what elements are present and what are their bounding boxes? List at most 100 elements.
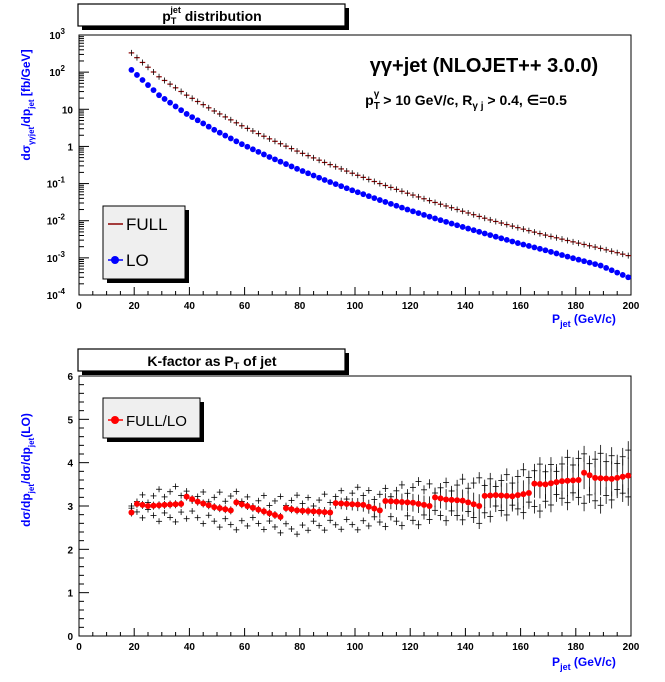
lo-data-point bbox=[503, 236, 510, 243]
ratio-data-point bbox=[608, 475, 615, 482]
lo-data-point bbox=[349, 187, 356, 194]
lo-data-point bbox=[514, 240, 521, 246]
lo-data-point bbox=[426, 213, 433, 220]
bottom-x-tick-label: 180 bbox=[567, 642, 584, 653]
bottom-y-tick-label: 6 bbox=[67, 372, 73, 383]
ratio-data-point bbox=[299, 507, 306, 514]
ratio-data-point bbox=[454, 497, 461, 504]
ratio-data-point bbox=[421, 501, 427, 508]
lo-data-point bbox=[592, 261, 599, 267]
lo-data-point bbox=[443, 218, 449, 225]
ratio-data-point bbox=[614, 474, 621, 481]
lo-data-point bbox=[128, 66, 135, 73]
top-panel: pTjet distribution 0 20 40 60 80 100 120 140 160… bbox=[19, 3, 640, 329]
bottom-x-tick-label: 140 bbox=[457, 642, 474, 653]
top-y-tick-label: 10 bbox=[62, 105, 74, 116]
lo-data-point bbox=[167, 99, 173, 106]
ratio-data-point bbox=[553, 479, 560, 486]
ratio-data-point bbox=[547, 480, 554, 487]
lo-data-point bbox=[360, 191, 367, 198]
lo-data-point bbox=[448, 220, 455, 227]
top-y-tick-label: 10-3 bbox=[47, 250, 66, 265]
top-cuts-label: pTγ > 10 GeV/c, Rγ j > 0.4, ∈=0.5 bbox=[365, 89, 567, 112]
ratio-data-point bbox=[305, 508, 312, 515]
lo-data-point bbox=[139, 77, 146, 83]
top-x-tick-label: 180 bbox=[567, 301, 584, 312]
lo-data-point bbox=[564, 253, 571, 260]
ratio-data-point bbox=[387, 498, 394, 505]
ratio-data-point bbox=[531, 480, 538, 487]
lo-data-point bbox=[183, 111, 190, 117]
ratio-data-point bbox=[371, 505, 378, 512]
bottom-legend-box bbox=[102, 397, 201, 439]
top-title-box bbox=[77, 3, 346, 27]
top-y-axis-label: dσγγjet/dpjet [fb/GeV] bbox=[19, 49, 36, 160]
ratio-data-point bbox=[338, 500, 345, 507]
ratio-data-point bbox=[393, 498, 400, 505]
lo-data-point bbox=[338, 183, 345, 190]
bottom-y-tick-label: 0 bbox=[67, 632, 73, 643]
bottom-x-tick-label: 160 bbox=[512, 642, 529, 653]
ratio-data-point bbox=[492, 492, 499, 499]
lo-data-point bbox=[421, 211, 427, 218]
lo-data-point bbox=[509, 238, 516, 245]
lo-data-point bbox=[200, 120, 207, 127]
ratio-data-point bbox=[619, 473, 626, 480]
ratio-data-point bbox=[211, 504, 218, 511]
ratio-data-point bbox=[321, 509, 328, 516]
lo-data-point bbox=[189, 114, 196, 121]
top-legend: FULL LO bbox=[102, 205, 189, 283]
bottom-y-axis-label: dσ/dpjet/dσ/dpjet(LO) bbox=[19, 413, 36, 527]
ratio-data-point bbox=[227, 507, 234, 514]
bottom-x-tick-label: 120 bbox=[402, 642, 419, 653]
ratio-data-point bbox=[133, 500, 140, 507]
ratio-data-point bbox=[161, 501, 168, 508]
lo-data-point bbox=[525, 243, 532, 249]
ratio-data-point bbox=[365, 503, 372, 510]
top-data-marks bbox=[128, 49, 632, 281]
ratio-data-point bbox=[205, 502, 212, 509]
lo-data-point bbox=[134, 72, 140, 78]
lo-data-point bbox=[277, 158, 284, 165]
ratio-data-point bbox=[183, 493, 190, 500]
ratio-data-point bbox=[238, 501, 245, 508]
lo-data-point bbox=[233, 138, 240, 145]
lo-data-point bbox=[365, 193, 372, 200]
lo-data-point bbox=[283, 161, 289, 167]
top-x-tick-label: 0 bbox=[76, 301, 82, 312]
ratio-data-point bbox=[271, 512, 278, 519]
legend-lo-marker bbox=[111, 256, 119, 264]
ratio-data-point bbox=[349, 501, 356, 508]
ratio-data-point bbox=[481, 492, 488, 499]
ratio-data-point bbox=[216, 505, 223, 512]
ratio-data-point bbox=[178, 500, 185, 507]
lo-data-point bbox=[205, 123, 212, 130]
lo-data-point bbox=[227, 135, 234, 142]
ratio-data-point bbox=[156, 502, 163, 509]
lo-data-point bbox=[156, 92, 162, 99]
top-y-tick-label: 10-2 bbox=[47, 213, 66, 228]
lo-data-point bbox=[487, 232, 494, 238]
ratio-data-point bbox=[409, 499, 416, 506]
lo-data-point bbox=[244, 143, 251, 150]
ratio-data-point bbox=[172, 501, 179, 508]
ratio-data-point bbox=[283, 505, 289, 512]
lo-data-point bbox=[161, 96, 168, 102]
bottom-y-tick-label: 1 bbox=[67, 589, 73, 600]
bottom-x-tick-label: 60 bbox=[239, 642, 251, 653]
ratio-data-point bbox=[487, 492, 494, 499]
lo-data-point bbox=[216, 129, 223, 136]
legend-full-label: FULL bbox=[126, 215, 168, 234]
ratio-data-point bbox=[200, 500, 207, 507]
top-x-tick-label: 200 bbox=[623, 301, 640, 312]
lo-data-point bbox=[238, 141, 245, 148]
top-x-tick-label: 160 bbox=[512, 301, 529, 312]
top-legend-box bbox=[102, 205, 186, 280]
ratio-data-point bbox=[470, 501, 477, 508]
ratio-data-point bbox=[448, 496, 455, 503]
ratio-data-point bbox=[514, 492, 521, 499]
lo-data-point bbox=[404, 206, 411, 213]
lo-data-point bbox=[299, 168, 306, 174]
bottom-y-tick-label: 2 bbox=[67, 545, 73, 556]
ratio-data-point bbox=[167, 501, 174, 508]
